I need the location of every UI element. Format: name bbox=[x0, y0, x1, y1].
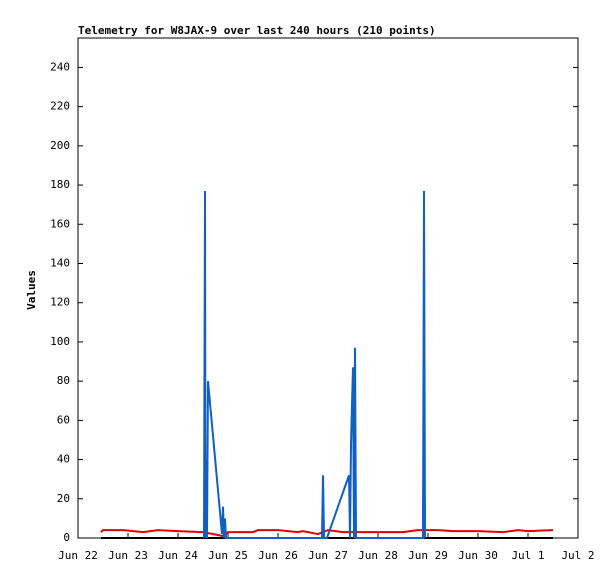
x-tick-label: Jun 30 bbox=[458, 549, 498, 562]
y-tick-label: 140 bbox=[50, 256, 70, 269]
x-tick-label: Jun 29 bbox=[408, 549, 448, 562]
x-tick-label: Jul 1 bbox=[511, 549, 544, 562]
y-tick-label: 120 bbox=[50, 296, 70, 309]
y-tick-label: 180 bbox=[50, 178, 70, 191]
y-tick-label: 20 bbox=[57, 492, 70, 505]
x-tick-label: Jun 25 bbox=[208, 549, 248, 562]
x-tick-label: Jun 23 bbox=[108, 549, 148, 562]
y-tick-label: 0 bbox=[63, 531, 70, 544]
y-tick-label: 240 bbox=[50, 60, 70, 73]
x-tick-label: Jun 22 bbox=[58, 549, 98, 562]
series-line bbox=[203, 190, 426, 539]
y-tick-label: 40 bbox=[57, 453, 70, 466]
x-tick-label: Jun 28 bbox=[358, 549, 398, 562]
y-tick-label: 60 bbox=[57, 413, 70, 426]
x-tick-label: Jul 2 bbox=[561, 549, 594, 562]
y-tick-label: 100 bbox=[50, 335, 70, 348]
y-tick-label: 220 bbox=[50, 100, 70, 113]
chart-title: Telemetry for W8JAX-9 over last 240 hour… bbox=[78, 24, 436, 37]
x-tick-label: Jun 24 bbox=[158, 549, 198, 562]
y-axis-label: Values bbox=[25, 270, 38, 310]
series-line bbox=[100, 529, 554, 538]
x-tick-label: Jun 26 bbox=[258, 549, 298, 562]
y-tick-label: 160 bbox=[50, 217, 70, 230]
y-tick-label: 80 bbox=[57, 374, 70, 387]
x-tick-label: Jun 27 bbox=[308, 549, 348, 562]
y-tick-label: 200 bbox=[50, 139, 70, 152]
